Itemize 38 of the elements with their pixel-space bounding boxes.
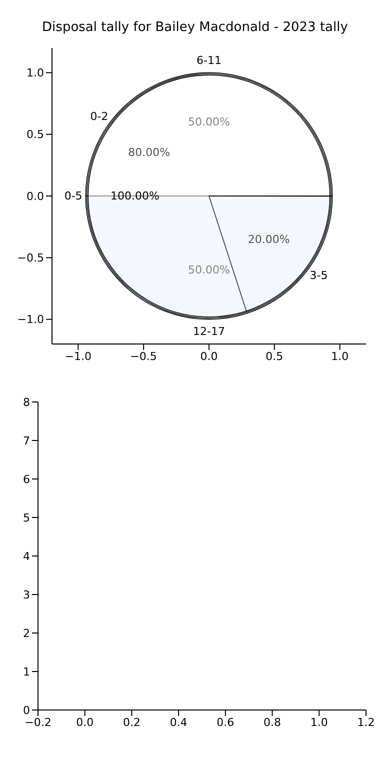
- x-tick-label: −0.2: [24, 716, 52, 729]
- x-tick-label: 1.2: [357, 716, 375, 729]
- y-tick-label: 0.5: [26, 128, 44, 142]
- x-tick-label: 0.0: [76, 716, 94, 729]
- y-tick-label: 8: [23, 396, 30, 409]
- data-label: 50.00%: [188, 264, 230, 276]
- x-tick-label: 1.0: [331, 350, 349, 363]
- slice-label: 3-5: [310, 269, 328, 282]
- y-tick-label: 2: [23, 626, 30, 640]
- slice-label: 12-17: [193, 325, 225, 338]
- x-tick-label: 0.8: [264, 716, 282, 729]
- x-tick-label: 0.5: [266, 350, 284, 363]
- x-tick-label: 0.2: [122, 716, 140, 729]
- y-tick-label: 5: [23, 511, 30, 524]
- data-label: 80.00%: [128, 146, 170, 160]
- slice-label: 0-5: [64, 189, 82, 202]
- data-label: 50.00%: [188, 116, 230, 128]
- y-tick-label: 6: [23, 472, 30, 486]
- x-tick-label: 0.4: [170, 716, 188, 729]
- y-tick-label: 7: [23, 434, 30, 448]
- y-tick-label: −1.0: [17, 313, 44, 326]
- y-tick-label: −0.5: [17, 252, 44, 265]
- x-tick-label: 0.0: [200, 350, 218, 363]
- data-label: 100.00%: [110, 189, 160, 202]
- chart-title: Disposal tally for Bailey Macdonald - 2023 tally: [41, 20, 349, 35]
- x-tick-label: −1.0: [64, 350, 92, 363]
- y-tick-label: 0.0: [26, 190, 44, 203]
- x-tick-label: −0.5: [130, 350, 157, 363]
- x-tick-label: 1.0: [310, 716, 328, 729]
- y-tick-label: 3: [23, 588, 30, 602]
- y-tick-label: 4: [23, 550, 30, 563]
- y-tick-label: 1.0: [26, 66, 44, 80]
- y-tick-label: 1: [23, 665, 30, 678]
- slice-label: 6-11: [196, 54, 222, 67]
- x-tick-label: 0.6: [216, 716, 234, 729]
- data-label: 20.00%: [248, 232, 290, 246]
- y-tick-label: 0: [23, 704, 30, 717]
- slice-label: 0-2: [90, 110, 108, 123]
